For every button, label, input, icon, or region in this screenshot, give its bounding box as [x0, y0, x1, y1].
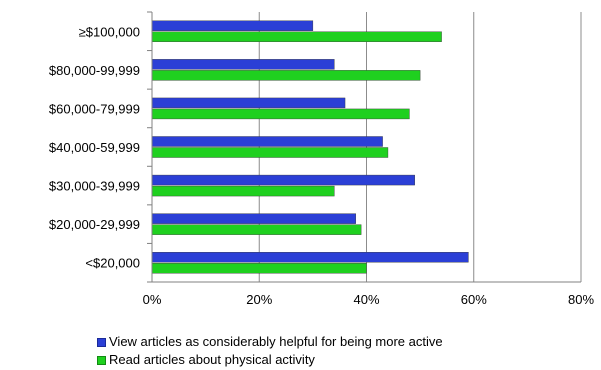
category-label: $80,000-99,999	[49, 63, 140, 78]
legend: View articles as considerably helpful fo…	[97, 333, 443, 369]
bar	[151, 185, 335, 197]
legend-item-series-2: Read articles about physical activity	[97, 351, 443, 369]
bar	[151, 97, 346, 109]
bar	[151, 20, 314, 31]
bar	[151, 59, 335, 70]
category-label: $60,000-79,999	[49, 101, 140, 116]
bar-chart: ≥$100,000 $80,000-99,999 $60,000-79,999 $40…	[49, 11, 595, 307]
legend-label-series-1: View articles as considerably helpful fo…	[109, 334, 443, 349]
bar	[151, 174, 415, 186]
x-tick-label: 60%	[461, 292, 487, 307]
bars	[151, 20, 469, 274]
category-label: $30,000-39,999	[49, 179, 140, 194]
x-tick-label: 0%	[143, 292, 162, 307]
bar	[151, 213, 356, 224]
x-tick-label: 40%	[353, 292, 379, 307]
legend-swatch-series-2	[97, 355, 106, 365]
bar	[151, 136, 383, 147]
legend-item-series-1: View articles as considerably helpful fo…	[97, 333, 443, 351]
axes	[147, 11, 581, 283]
x-tick-label: 80%	[568, 292, 594, 307]
category-label: $20,000-29,999	[49, 217, 140, 232]
category-label: ≥$100,000	[79, 24, 140, 39]
category-label: $40,000-59,999	[49, 140, 140, 155]
category-label: <$20,000	[85, 256, 140, 271]
bar	[151, 31, 442, 42]
bar	[151, 224, 362, 235]
bar	[151, 108, 410, 120]
bar	[151, 147, 389, 158]
bar	[151, 252, 469, 263]
x-tick-label: 20%	[246, 292, 272, 307]
legend-label-series-2: Read articles about physical activity	[109, 352, 315, 367]
legend-swatch-series-1	[97, 337, 106, 347]
x-tick-labels: 0% 20% 40% 60% 80%	[143, 292, 595, 307]
bar	[151, 70, 421, 81]
bar	[151, 263, 367, 274]
category-labels: ≥$100,000 $80,000-99,999 $60,000-79,999 $40…	[49, 24, 140, 270]
gridlines	[258, 12, 582, 282]
